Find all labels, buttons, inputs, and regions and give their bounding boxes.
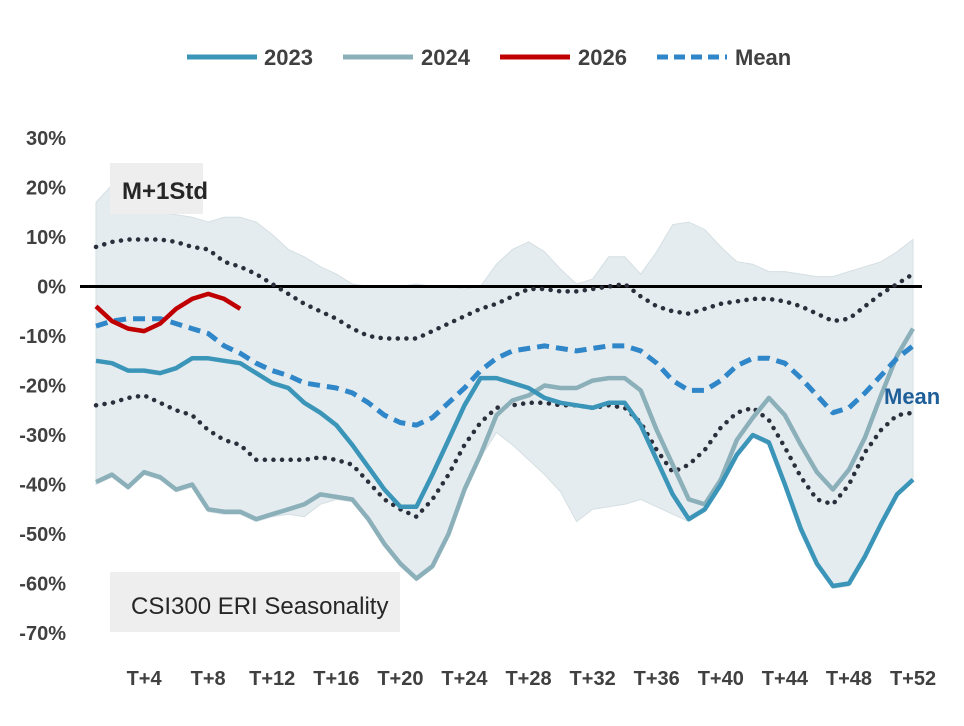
x-tick-label: T+48 [826, 668, 872, 690]
x-tick-label: T+32 [570, 668, 616, 690]
legend-label-mean: Mean [735, 45, 791, 70]
series-2024-line [95, 327, 915, 581]
y-tick-label: -70% [19, 623, 66, 645]
series-2026-line [94, 291, 242, 334]
y-tick-label: 0% [37, 277, 66, 299]
y-tick-label: -60% [19, 574, 66, 596]
y-tick-label: -50% [19, 524, 66, 546]
legend-label-2026: 2026 [578, 45, 627, 70]
upper-band-label-text: M+1Std [122, 178, 208, 205]
x-tick-label: T+16 [313, 668, 359, 690]
x-tick-label: T+20 [377, 668, 423, 690]
x-tick-label: T+52 [890, 668, 936, 690]
y-axis-ticks: 30% 20% 10% 0% -10% -20% -30% -40% -50% -60% -70% [19, 128, 66, 645]
x-tick-label: T+8 [191, 668, 226, 690]
x-tick-label: T+4 [127, 668, 163, 690]
legend: 2023 2024 2026 Mean [187, 45, 791, 70]
y-tick-label: 30% [26, 128, 66, 150]
x-tick-label: T+40 [698, 668, 744, 690]
y-tick-label: -10% [19, 326, 66, 348]
mean-line [95, 316, 915, 428]
y-tick-label: -20% [19, 376, 66, 398]
mean-label: Mean [884, 384, 940, 409]
y-tick-label: 20% [26, 178, 66, 200]
y-tick-label: 10% [26, 227, 66, 249]
y-tick-label: -40% [19, 475, 66, 497]
x-tick-label: T+12 [249, 668, 295, 690]
upper-band-label: M+1Std [110, 163, 208, 214]
chart-title: CSI300 ERI Seasonality [131, 593, 388, 620]
legend-label-2023: 2023 [264, 45, 313, 70]
y-tick-label: -30% [19, 425, 66, 447]
min-max-band-area [95, 184, 914, 590]
range-band [95, 184, 914, 590]
x-tick-label: T+44 [762, 668, 809, 690]
chart-title-box: CSI300 ERI Seasonality [110, 572, 400, 632]
x-tick-label: T+36 [634, 668, 680, 690]
legend-label-2024: 2024 [421, 45, 471, 70]
x-axis-ticks: T+4 T+8 T+12 T+16 T+20 T+24 T+28 T+32 T+36 T+40 T+… [127, 668, 937, 690]
series-2023-line [95, 356, 915, 589]
x-tick-label: T+28 [505, 668, 551, 690]
x-tick-label: T+24 [441, 668, 488, 690]
series-lines [93, 237, 916, 589]
